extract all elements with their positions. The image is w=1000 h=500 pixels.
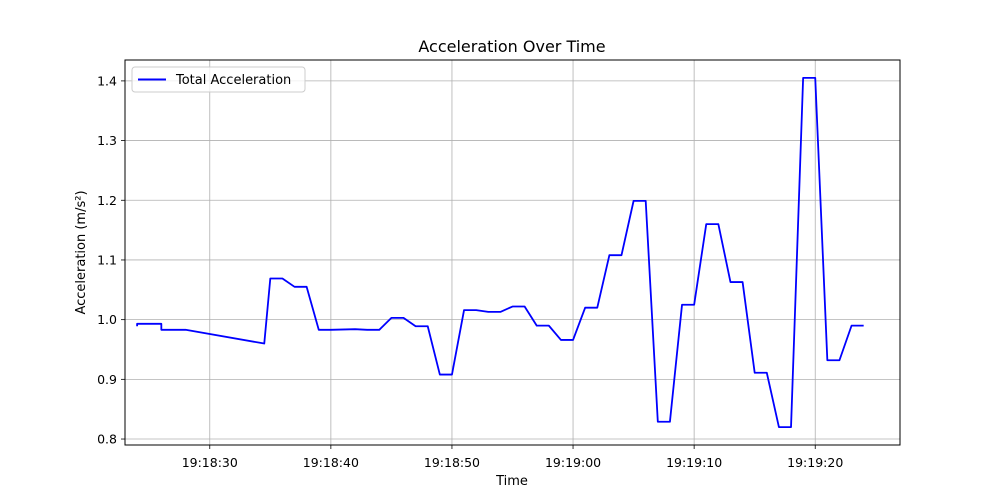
x-tick-label: 19:19:00 [545,455,601,470]
x-tick-label: 19:19:10 [666,455,722,470]
x-axis: 19:18:30 19:18:40 19:18:50 19:19:00 19:19:10… [182,445,843,470]
y-tick-label: 0.8 [97,432,117,447]
plot-frame [124,59,901,446]
grid-lines [125,60,900,445]
x-tick-label: 19:19:20 [787,455,843,470]
y-tick-label: 1.0 [97,312,117,327]
x-axis-title: Time [495,474,528,489]
legend: Total Acceleration [131,66,306,93]
x-tick-label: 19:18:30 [182,455,238,470]
legend-box [131,66,306,93]
y-tick-label: 1.4 [97,73,117,88]
y-tick-label: 1.3 [97,133,117,148]
chart-title: Acceleration Over Time [418,37,605,56]
y-tick-label: 0.9 [97,372,117,387]
y-axis-title: Acceleration (m/s²) [74,190,89,314]
x-tick-label: 19:18:50 [424,455,480,470]
series-layer [136,77,864,428]
x-tick-label: 19:18:40 [303,455,359,470]
y-tick-label: 1.2 [97,193,117,208]
y-axis: 0.8 0.9 1.0 1.1 1.2 1.3 1.4 [97,73,125,447]
legend-label-total-acceleration: Total Acceleration [175,73,291,88]
y-tick-label: 1.1 [97,252,117,267]
series-line-total-acceleration [136,77,864,428]
